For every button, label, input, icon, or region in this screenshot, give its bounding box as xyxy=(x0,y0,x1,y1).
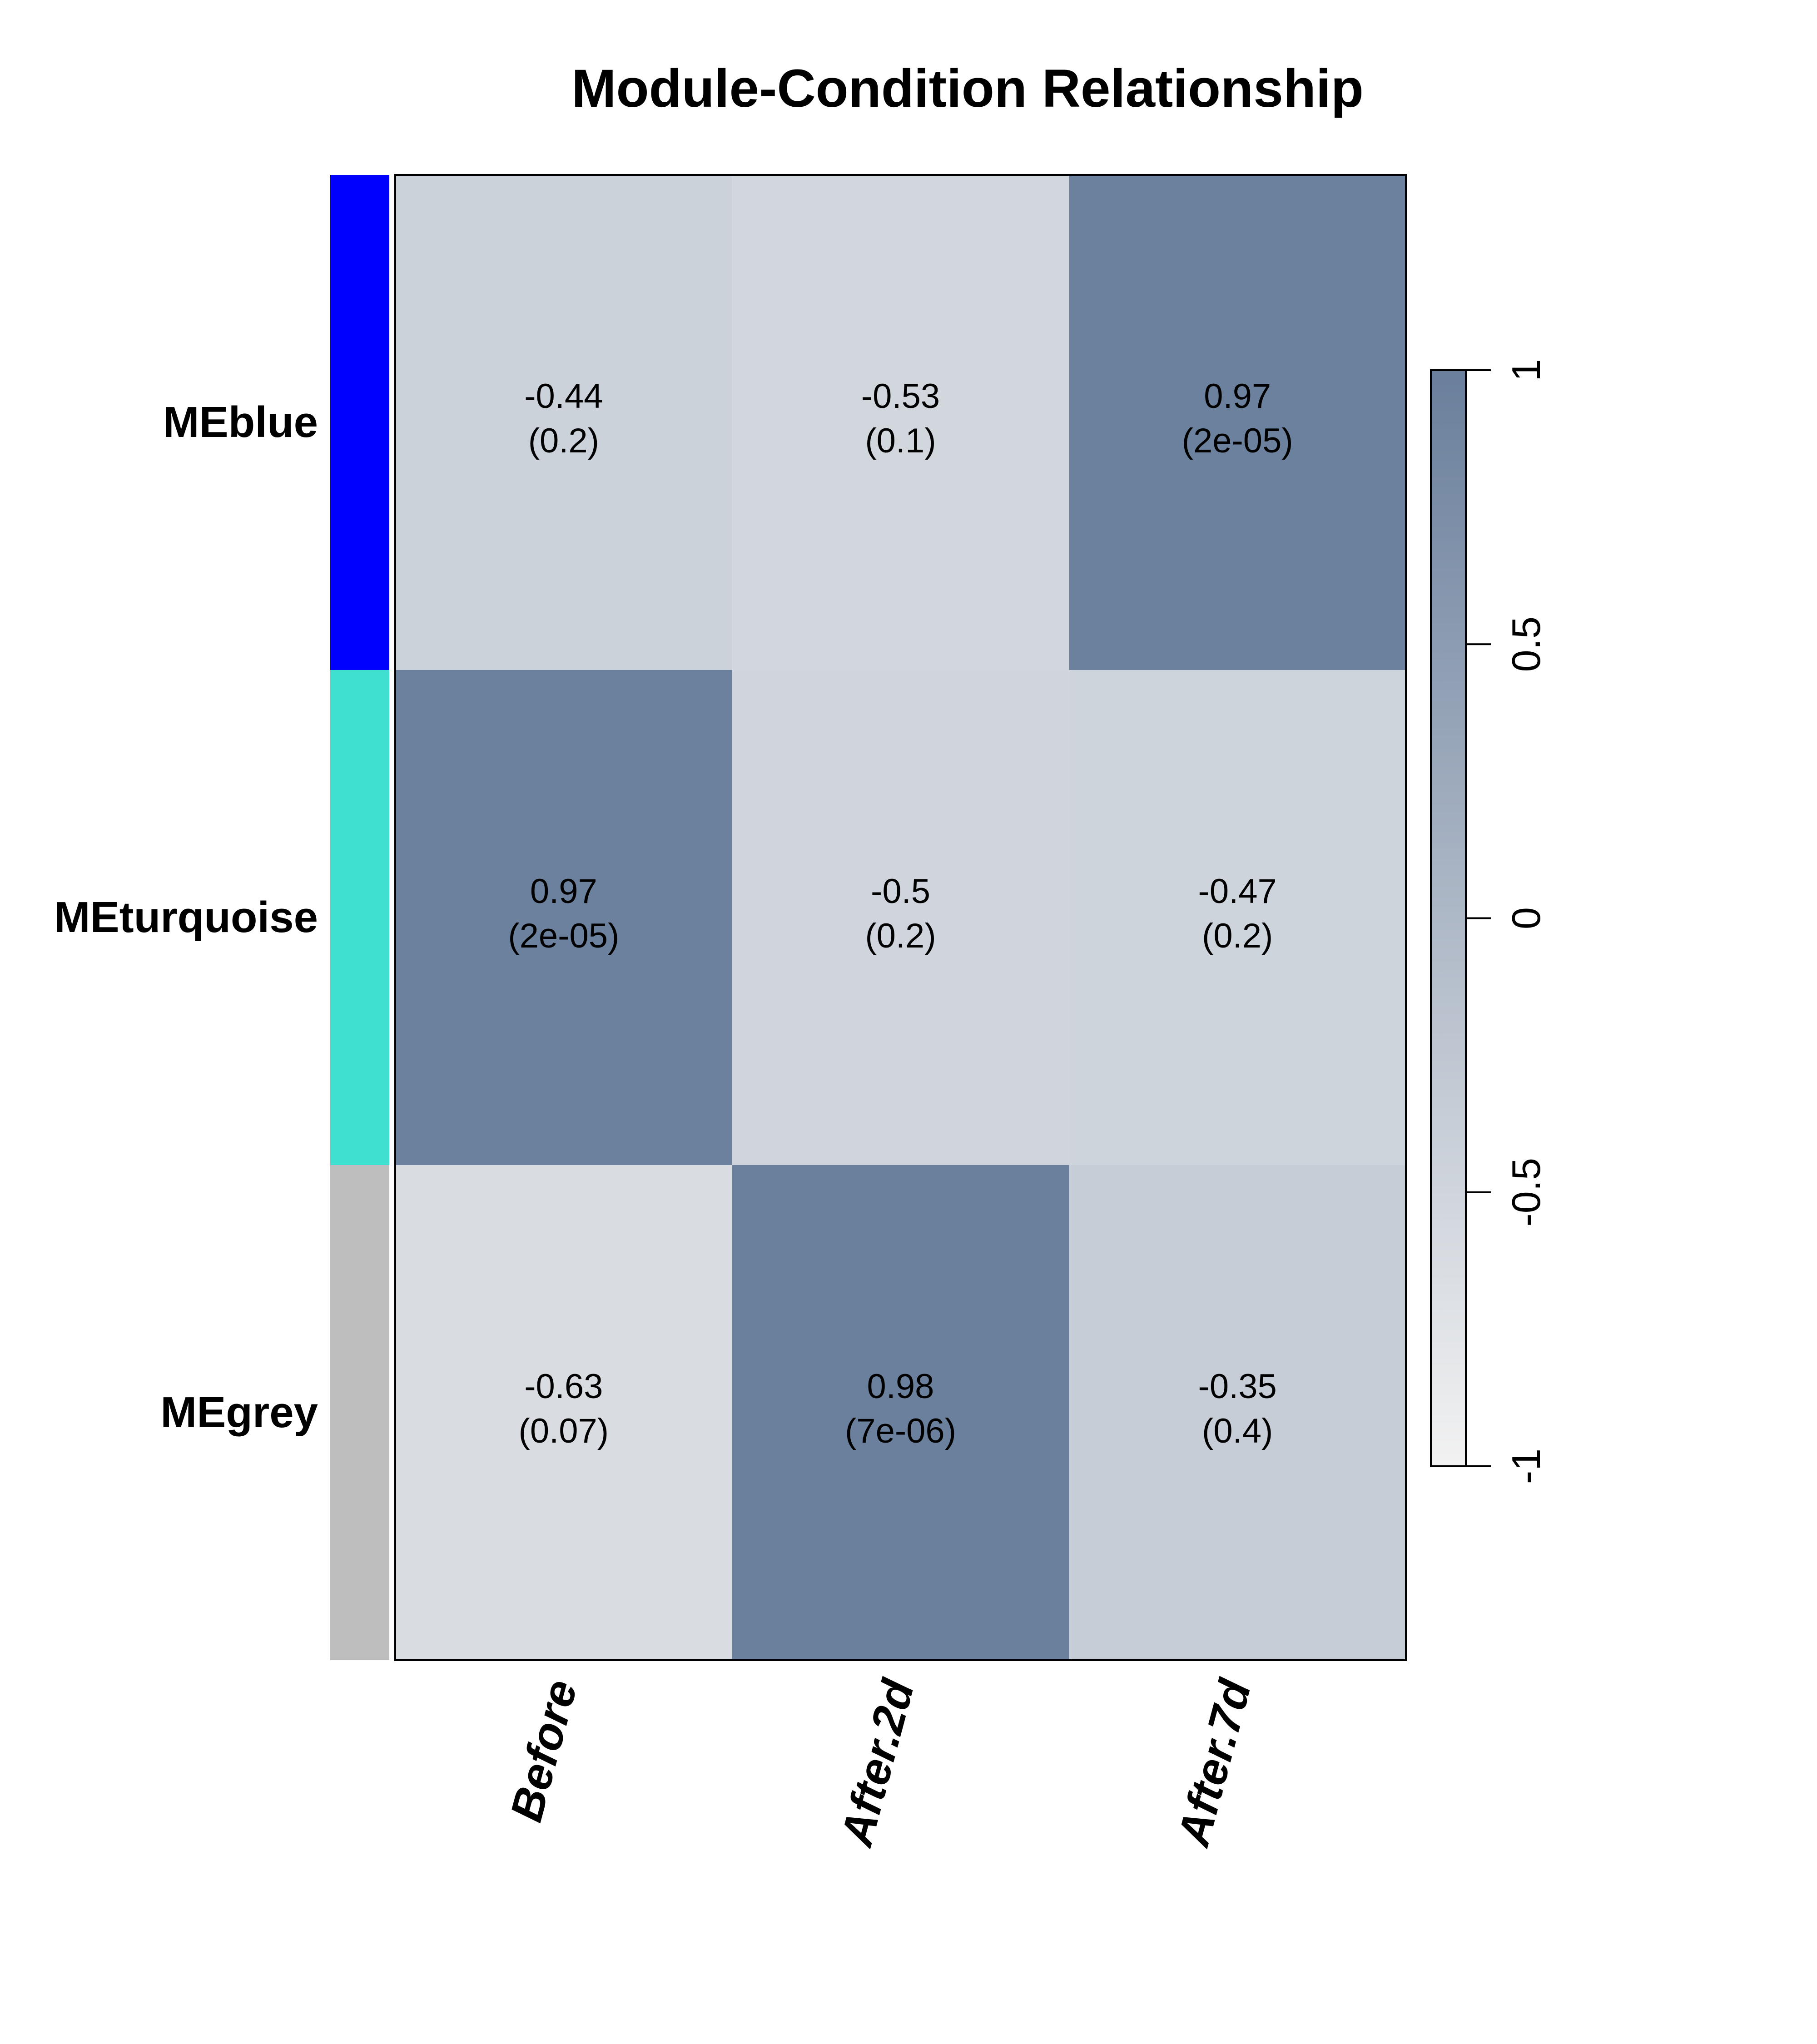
module-color-MEturquoise xyxy=(330,670,389,1165)
row-label-MEblue: MEblue xyxy=(163,398,318,447)
colorbar: -1 -0.5 0 0.5 1 xyxy=(1430,359,1549,1484)
module-color-MEgrey xyxy=(330,1165,389,1660)
heatmap-cell xyxy=(1069,670,1406,1165)
cell-correlation-label: -0.53 xyxy=(861,377,940,416)
heatmap-cell xyxy=(395,670,732,1165)
module-color-MEblue xyxy=(330,175,389,670)
cell-correlation-label: -0.63 xyxy=(524,1367,603,1406)
cell-pvalue-label: (0.2) xyxy=(865,917,936,955)
heatmap-cell xyxy=(395,1165,732,1660)
colorbar-tick-label: 1 xyxy=(1504,359,1549,382)
cell-pvalue-label: (0.07) xyxy=(519,1412,609,1450)
colorbar-tick-label: 0 xyxy=(1504,907,1549,929)
cell-correlation-label: -0.44 xyxy=(524,377,603,416)
heatmap-border xyxy=(394,174,1407,1661)
row-label-MEturquoise: MEturquoise xyxy=(54,893,318,942)
column-label-After.7d: After.7d xyxy=(1167,1674,1261,1852)
heatmap-cell xyxy=(1069,175,1406,670)
module-color-strip xyxy=(330,175,389,1660)
heatmap-cell xyxy=(1069,1165,1406,1660)
heatmap-cell xyxy=(395,175,732,670)
row-labels: MEblue MEturquoise MEgrey xyxy=(54,398,318,1437)
column-label-After.2d: After.2d xyxy=(830,1674,924,1852)
colorbar-gradient xyxy=(1430,369,1467,1467)
cell-correlation-label: 0.97 xyxy=(530,872,597,911)
colorbar-tick-label: -0.5 xyxy=(1504,1158,1549,1227)
column-labels: Before After.2d After.7d xyxy=(501,1674,1261,1852)
cell-correlation-label: -0.35 xyxy=(1198,1367,1277,1406)
heatmap-cells: -0.44 (0.2) -0.53 (0.1) 0.97 (2e-05) 0.97 (2e-0… xyxy=(395,175,1406,1660)
cell-pvalue-label: (7e-06) xyxy=(845,1412,956,1450)
cell-pvalue-label: (0.2) xyxy=(528,422,599,460)
colorbar-tick-label: 0.5 xyxy=(1504,616,1549,672)
cell-pvalue-label: (0.4) xyxy=(1202,1412,1273,1450)
colorbar-tick-label: -1 xyxy=(1504,1449,1549,1484)
cell-correlation-label: 0.97 xyxy=(1204,377,1271,416)
heatmap-cell xyxy=(732,175,1069,670)
cell-pvalue-label: (0.2) xyxy=(1202,917,1273,955)
cell-correlation-label: 0.98 xyxy=(867,1367,934,1406)
cell-pvalue-label: (2e-05) xyxy=(1182,422,1293,460)
heatmap-cell xyxy=(732,670,1069,1165)
heatmap-cell xyxy=(732,1165,1069,1660)
cell-correlation-label: -0.47 xyxy=(1198,872,1277,911)
column-label-Before: Before xyxy=(501,1675,587,1827)
chart-title: Module-Condition Relationship xyxy=(571,59,1364,119)
cell-pvalue-label: (0.1) xyxy=(865,422,936,460)
cell-correlation-label: -0.5 xyxy=(871,872,930,911)
row-label-MEgrey: MEgrey xyxy=(160,1388,318,1437)
cell-pvalue-label: (2e-05) xyxy=(508,917,619,955)
